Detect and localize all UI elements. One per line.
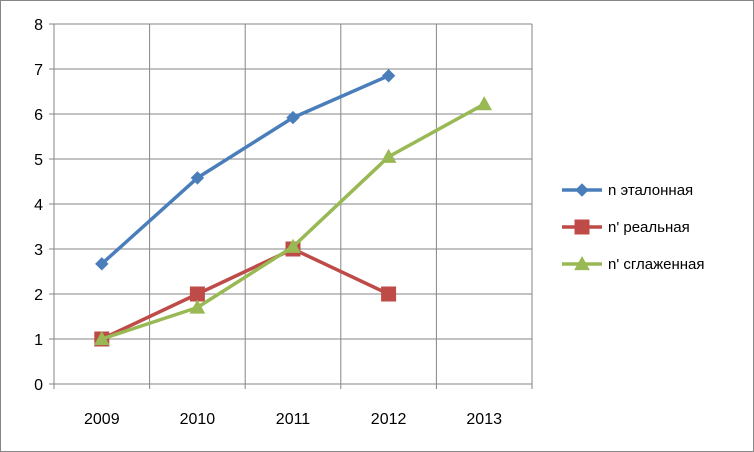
- y-tick-label: 8: [34, 17, 43, 34]
- y-axis-ticks: 0 1 2 3 4 5 6 7 8: [34, 17, 54, 394]
- legend-item: n' сглаженная: [562, 255, 705, 273]
- legend-label: n' реальная: [608, 219, 690, 236]
- x-tick-label: 2012: [371, 411, 407, 428]
- series-line: [101, 102, 486, 341]
- legend-marker: [574, 219, 590, 235]
- data-point: [380, 148, 397, 163]
- y-tick-label: 5: [34, 152, 43, 169]
- y-tick-label: 1: [34, 332, 43, 349]
- x-tick-label: 2011: [276, 411, 311, 428]
- series-3: [93, 96, 493, 346]
- data-point: [189, 299, 206, 314]
- y-tick-label: 7: [34, 62, 43, 79]
- grid-lines: [54, 23, 533, 384]
- x-tick-label: 2010: [180, 411, 216, 428]
- legend-marker: [575, 183, 589, 197]
- y-tick-label: 0: [34, 377, 43, 394]
- x-tick-label: 2013: [466, 411, 502, 428]
- legend-item: n' реальная: [562, 219, 690, 236]
- legend: n эталонная n' реальная n' сглаженная: [562, 182, 705, 273]
- data-point: [286, 110, 300, 125]
- legend-label: n' сглаженная: [608, 256, 705, 273]
- series-line: [100, 74, 390, 266]
- data-point: [381, 286, 397, 302]
- legend-label: n эталонная: [608, 182, 693, 199]
- series-group: [93, 69, 493, 347]
- y-tick-label: 4: [34, 197, 43, 214]
- data-point: [93, 330, 110, 346]
- legend-item: n эталонная: [562, 182, 693, 199]
- series-1: [95, 69, 396, 271]
- data-point: [189, 286, 205, 302]
- y-tick-label: 2: [34, 287, 43, 304]
- x-axis-ticks: 2009 2010 2011 2012 2013: [53, 384, 533, 428]
- data-point: [95, 257, 109, 271]
- data-point: [381, 69, 396, 83]
- x-tick-label: 2009: [84, 411, 120, 428]
- y-tick-label: 6: [34, 107, 43, 124]
- legend-marker: [574, 255, 590, 271]
- series-line: [101, 247, 390, 341]
- data-point: [190, 171, 205, 185]
- data-point: [285, 238, 301, 253]
- data-point: [476, 96, 493, 111]
- y-tick-label: 3: [34, 242, 43, 259]
